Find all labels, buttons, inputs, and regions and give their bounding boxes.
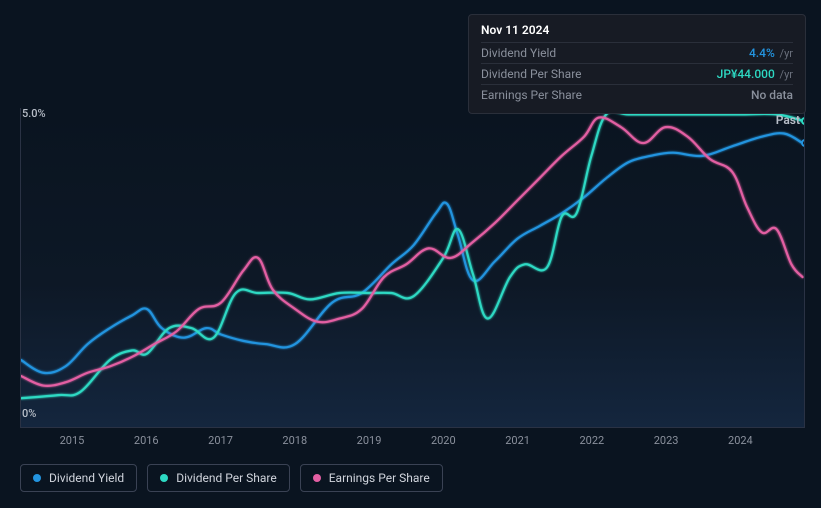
legend-label: Earnings Per Share xyxy=(329,471,430,485)
x-axis-label: 2024 xyxy=(728,434,753,447)
x-axis-label: 2017 xyxy=(208,434,233,447)
x-axis-label: 2019 xyxy=(357,434,382,447)
legend-item[interactable]: Dividend Per Share xyxy=(147,464,290,492)
tooltip-row: Dividend Yield 4.4% /yr xyxy=(481,42,793,63)
tooltip-row-label: Dividend Per Share xyxy=(481,67,582,81)
series-end-marker xyxy=(801,139,806,147)
tooltip-row-value: JP¥44.000 /yr xyxy=(717,67,793,81)
x-axis-label: 2015 xyxy=(60,434,85,447)
chart-tooltip: Nov 11 2024 Dividend Yield4.4% /yrDivide… xyxy=(468,14,806,114)
tooltip-row-label: Earnings Per Share xyxy=(481,88,582,102)
tooltip-row: Earnings Per Share No data xyxy=(481,84,793,105)
tooltip-row-value: No data xyxy=(751,88,793,102)
x-axis-label: 2022 xyxy=(579,434,604,447)
tooltip-row: Dividend Per Share JP¥44.000 /yr xyxy=(481,63,793,84)
y-axis-label: 0% xyxy=(22,407,36,420)
x-axis-label: 2018 xyxy=(282,434,307,447)
legend-item[interactable]: Earnings Per Share xyxy=(300,464,443,492)
series-end-marker xyxy=(801,117,806,125)
x-axis-label: 2020 xyxy=(431,434,456,447)
chart-legend: Dividend Yield Dividend Per Share Earnings… xyxy=(20,464,443,492)
y-axis-label: 5.0% xyxy=(22,107,46,120)
x-axis-label: 2023 xyxy=(654,434,679,447)
x-axis-label: 2021 xyxy=(505,434,530,447)
legend-label: Dividend Per Share xyxy=(176,471,277,485)
tooltip-row-label: Dividend Yield xyxy=(481,46,556,60)
x-axis-labels: 2015 2016 2017 2018 2019 2020 2021 2022 2023 2024 xyxy=(20,434,805,450)
legend-dot-icon xyxy=(160,474,168,482)
legend-label: Dividend Yield xyxy=(49,471,124,485)
past-label: Past xyxy=(776,113,800,127)
legend-dot-icon xyxy=(33,474,41,482)
plot-area[interactable]: Past xyxy=(20,108,805,428)
series-line xyxy=(21,117,803,386)
legend-dot-icon xyxy=(313,474,321,482)
legend-item[interactable]: Dividend Yield xyxy=(20,464,137,492)
tooltip-date: Nov 11 2024 xyxy=(481,23,793,42)
x-axis-label: 2016 xyxy=(134,434,159,447)
series-line xyxy=(21,133,803,373)
tooltip-row-value: 4.4% /yr xyxy=(749,46,793,60)
dividend-chart: Past 5.0% 0% 2015 2016 2017 2018 2019 2020 2021… xyxy=(20,108,805,448)
